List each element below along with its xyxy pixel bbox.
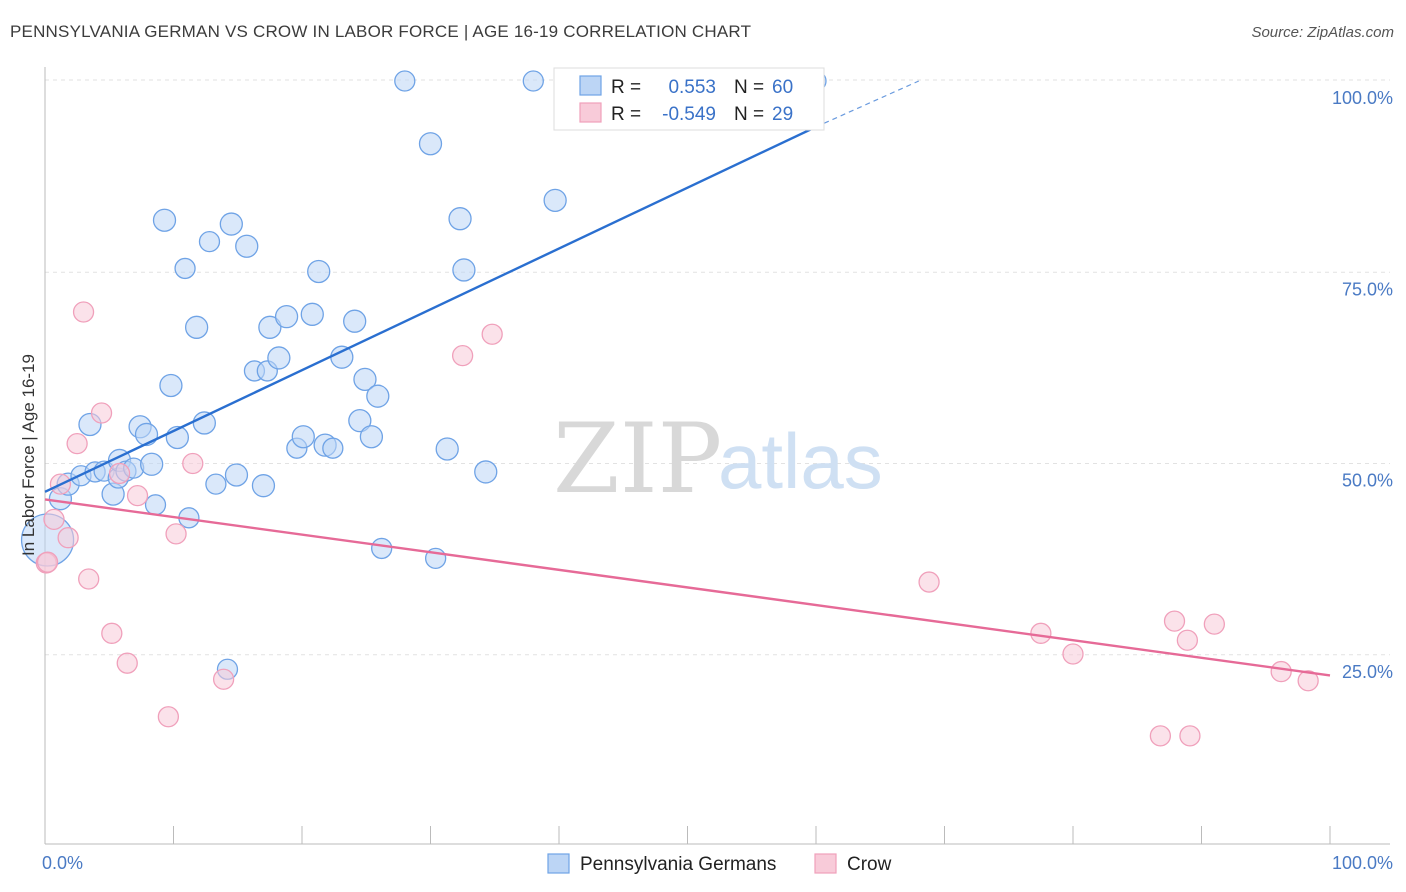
pennsylvania-german-point <box>353 367 377 392</box>
crow-point <box>66 432 88 455</box>
crow-trend <box>44 498 1331 677</box>
trend-lines <box>44 80 1331 677</box>
bottom-legend-swatch <box>547 853 570 874</box>
y-tick-label: 75.0% <box>1342 279 1393 299</box>
pennsylvania-german-point <box>159 373 183 398</box>
pennsylvania-german-point <box>322 437 344 459</box>
crow-point <box>1297 670 1319 692</box>
pennsylvania-german-point <box>291 425 315 449</box>
watermark-atlas: atlas <box>718 417 883 505</box>
pennsylvania-german-point <box>300 302 324 326</box>
pennsylvania-german-point <box>474 460 498 484</box>
crow-point <box>116 652 138 674</box>
chart-title: PENNSYLVANIA GERMAN VS CROW IN LABOR FOR… <box>10 22 752 41</box>
y-tick-label: 100.0% <box>1332 88 1393 108</box>
crow-point <box>57 527 79 549</box>
crow-point <box>1270 660 1292 683</box>
pennsylvania-german-point <box>418 132 443 156</box>
pennsylvania-german-point <box>366 384 390 408</box>
watermark-zip: ZIP <box>553 403 722 515</box>
legend-r-label: R = <box>611 104 641 125</box>
crow-point <box>1176 629 1199 651</box>
crow-point <box>1163 610 1186 632</box>
pennsylvania-german-point <box>394 70 416 92</box>
bottom-legend-swatch <box>814 853 837 874</box>
crow-point <box>1030 622 1052 644</box>
crow-point <box>36 551 59 573</box>
pennsylvania-german-point <box>205 473 227 495</box>
pennsylvania-german-point <box>435 437 459 461</box>
pennsylvania-german-point <box>134 422 159 447</box>
pennsylvania-german-point <box>174 257 196 280</box>
pennsylvania-german-trend-extension <box>815 80 920 128</box>
x-tick-label-left: 0.0% <box>42 853 83 873</box>
pennsylvania-german-point <box>235 234 259 258</box>
crow-point <box>1062 643 1084 665</box>
pennsylvania-german-point <box>251 474 276 498</box>
crow-point <box>481 323 503 345</box>
pennsylvania-german-point <box>152 208 177 232</box>
pennsylvania-german-point <box>343 309 367 333</box>
pennsylvania-german-point <box>267 346 291 370</box>
bottom-legend-label: Crow <box>847 854 892 875</box>
crow-point <box>43 508 65 530</box>
legend-n-value: 60 <box>772 77 793 98</box>
crow-point <box>182 452 204 475</box>
pennsylvania-german-point <box>184 315 209 339</box>
pennsylvania-german-point <box>258 315 282 339</box>
pennsylvania-german-point <box>348 409 372 433</box>
crow-point <box>108 462 131 485</box>
crow-point <box>72 301 95 323</box>
crow-point <box>126 484 149 507</box>
y-tick-label: 50.0% <box>1342 471 1393 491</box>
pennsylvania-german-point <box>452 258 476 282</box>
crow-point <box>1203 613 1225 635</box>
crow-point <box>1179 725 1201 747</box>
crow-point <box>101 622 123 644</box>
legend-swatch <box>579 102 602 123</box>
crow-point <box>157 706 180 728</box>
legend-n-value: 29 <box>772 104 793 125</box>
crow-point <box>1149 725 1172 747</box>
pennsylvania-german-point <box>543 188 567 212</box>
crow-point <box>212 668 235 690</box>
pennsylvania-german-point <box>330 345 354 369</box>
legend-r-label: R = <box>611 77 641 98</box>
bottom-legend-label: Pennsylvania Germans <box>580 854 776 875</box>
legend: R = 0.553 N = 60 R = -0.549 N = 29 <box>553 67 825 131</box>
pennsylvania-german-point <box>371 537 393 560</box>
pennsylvania-german-point <box>198 230 221 253</box>
pennsylvania-german-point <box>192 411 216 435</box>
crow-point <box>90 402 113 424</box>
x-tick-label-right: 100.0% <box>1332 853 1393 873</box>
pennsylvania-german-point <box>307 259 331 284</box>
pennsylvania-german-point <box>274 304 299 329</box>
crow-point <box>451 344 474 367</box>
pennsylvania-german-point <box>448 207 472 231</box>
crow-point <box>918 571 940 593</box>
legend-r-value: 0.553 <box>668 77 716 98</box>
tick-labels: 25.0% 50.0% 75.0% 100.0% 0.0% 100.0% <box>42 88 1393 873</box>
legend-r-value: -0.549 <box>662 104 716 125</box>
pennsylvania-german-point <box>224 463 249 487</box>
pennsylvania-german-point <box>522 70 544 92</box>
crow-point <box>78 568 100 590</box>
y-tick-label: 25.0% <box>1342 662 1393 682</box>
pennsylvania-german-point <box>219 212 243 236</box>
y-axis-label: In Labor Force | Age 16-19 <box>19 354 38 556</box>
pennsylvania-german-point <box>140 452 164 476</box>
bottom-legend: Pennsylvania Germans Crow <box>547 853 892 875</box>
legend-n-label: N = <box>734 77 764 98</box>
watermark: ZIP atlas <box>553 403 883 515</box>
pennsylvania-german-point <box>359 425 384 449</box>
crow-point <box>165 523 187 545</box>
legend-n-label: N = <box>734 104 764 125</box>
pennsylvania-german-trend <box>44 125 817 493</box>
axes <box>44 67 1390 845</box>
legend-swatch <box>579 75 602 96</box>
source-label: Source: ZipAtlas.com <box>1251 24 1394 41</box>
pennsylvania-german-point <box>144 494 167 516</box>
